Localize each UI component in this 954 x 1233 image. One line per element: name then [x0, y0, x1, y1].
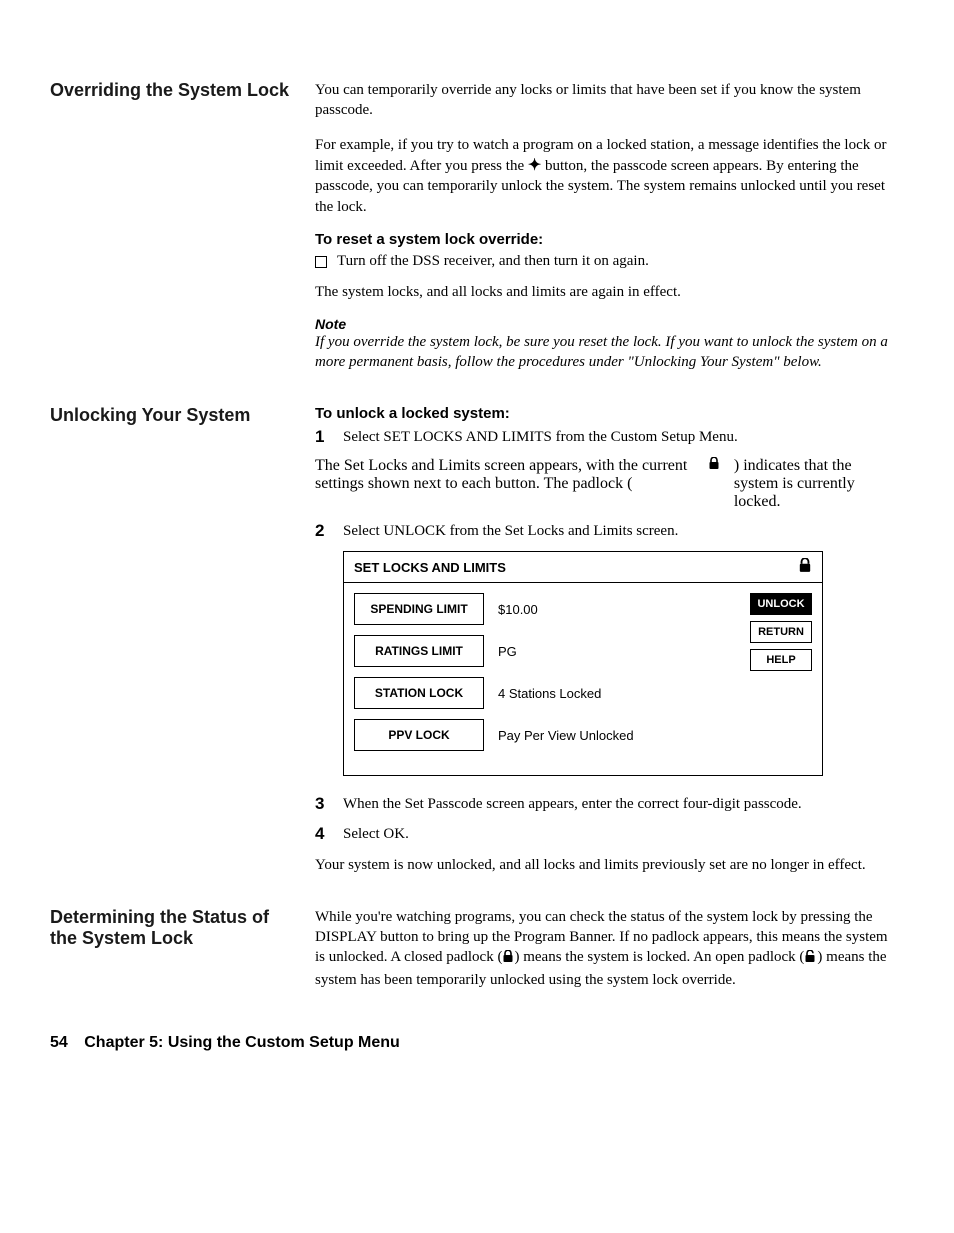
step-number: 3	[315, 794, 329, 814]
chapter-title: Chapter 5: Using the Custom Setup Menu	[84, 1034, 400, 1051]
padlock-closed-icon	[708, 457, 720, 475]
step1-follow-post: ) indicates that the system is currently…	[734, 457, 894, 511]
reset-step-text: Turn off the DSS receiver, and then turn…	[337, 253, 649, 270]
station-lock-button[interactable]: STATION LOCK	[354, 677, 484, 709]
step-1-text: Select SET LOCKS AND LIMITS from the Cus…	[343, 427, 894, 447]
reset-step-line: Turn off the DSS receiver, and then turn…	[315, 253, 894, 270]
heading-status: Determining the Status of the System Loc…	[50, 907, 295, 949]
section-status: Determining the Status of the System Loc…	[50, 907, 894, 1004]
station-lock-value: 4 Stations Locked	[484, 686, 601, 701]
override-p1: You can temporarily override any locks o…	[315, 80, 894, 121]
step-2: 2 Select UNLOCK from the Set Locks and L…	[315, 521, 894, 541]
spending-limit-value: $10.00	[484, 602, 538, 617]
step-number: 4	[315, 824, 329, 844]
step-3: 3 When the Set Passcode screen appears, …	[315, 794, 894, 814]
step1-follow-pre: The Set Locks and Limits screen appears,…	[315, 457, 694, 493]
step-4: 4 Select OK.	[315, 824, 894, 844]
note-label: Note	[315, 316, 894, 332]
lock-row: RATINGS LIMIT PG	[354, 635, 740, 667]
reset-heading: To reset a system lock override:	[315, 231, 894, 248]
padlock-closed-icon	[502, 949, 514, 969]
step-1-follow: The Set Locks and Limits screen appears,…	[315, 457, 894, 511]
status-mid: ) means the system is locked. An open pa…	[514, 949, 804, 965]
step-1: 1 Select SET LOCKS AND LIMITS from the C…	[315, 427, 894, 447]
section-unlock: Unlocking Your System To unlock a locked…	[50, 405, 894, 889]
unlock-subheading: To unlock a locked system:	[315, 405, 894, 422]
lock-row: PPV LOCK Pay Per View Unlocked	[354, 719, 740, 751]
padlock-closed-icon	[798, 558, 812, 576]
locks-ui-header: SET LOCKS AND LIMITS	[344, 552, 822, 583]
unlock-result: Your system is now unlocked, and all loc…	[315, 855, 894, 875]
locks-ui-body: SPENDING LIMIT $10.00 RATINGS LIMIT PG S…	[344, 583, 822, 775]
step-number: 2	[315, 521, 329, 541]
override-p2: For example, if you try to watch a progr…	[315, 135, 894, 217]
locks-side-buttons: UNLOCK RETURN HELP	[740, 593, 812, 761]
ratings-limit-button[interactable]: RATINGS LIMIT	[354, 635, 484, 667]
page-footer: 54 Chapter 5: Using the Custom Setup Men…	[50, 1034, 894, 1052]
help-button[interactable]: HELP	[750, 649, 812, 671]
spending-limit-button[interactable]: SPENDING LIMIT	[354, 593, 484, 625]
unlock-button[interactable]: UNLOCK	[750, 593, 812, 615]
ppv-lock-button[interactable]: PPV LOCK	[354, 719, 484, 751]
heading-unlock: Unlocking Your System	[50, 405, 295, 426]
step-3-text: When the Set Passcode screen appears, en…	[343, 794, 894, 814]
ppv-lock-value: Pay Per View Unlocked	[484, 728, 634, 743]
lock-row: STATION LOCK 4 Stations Locked	[354, 677, 740, 709]
heading-override: Overriding the System Lock	[50, 80, 295, 101]
locks-ui-panel: SET LOCKS AND LIMITS SPENDING LIMIT $10.…	[343, 551, 823, 776]
step-4-text: Select OK.	[343, 824, 894, 844]
lock-row: SPENDING LIMIT $10.00	[354, 593, 740, 625]
locks-rows: SPENDING LIMIT $10.00 RATINGS LIMIT PG S…	[354, 593, 740, 761]
locks-ui-title: SET LOCKS AND LIMITS	[354, 560, 506, 575]
status-text: While you're watching programs, you can …	[315, 907, 894, 990]
padlock-open-icon	[804, 949, 817, 969]
checkbox-icon	[315, 256, 327, 268]
step-number: 1	[315, 427, 329, 447]
note-text: If you override the system lock, be sure…	[315, 332, 894, 373]
return-button[interactable]: RETURN	[750, 621, 812, 643]
plus-icon: ✦	[528, 157, 541, 174]
section-override: Overriding the System Lock You can tempo…	[50, 80, 894, 387]
step-2-text: Select UNLOCK from the Set Locks and Lim…	[343, 521, 894, 541]
ratings-limit-value: PG	[484, 644, 517, 659]
page-number: 54	[50, 1034, 68, 1051]
reset-result: The system locks, and all locks and limi…	[315, 282, 894, 302]
